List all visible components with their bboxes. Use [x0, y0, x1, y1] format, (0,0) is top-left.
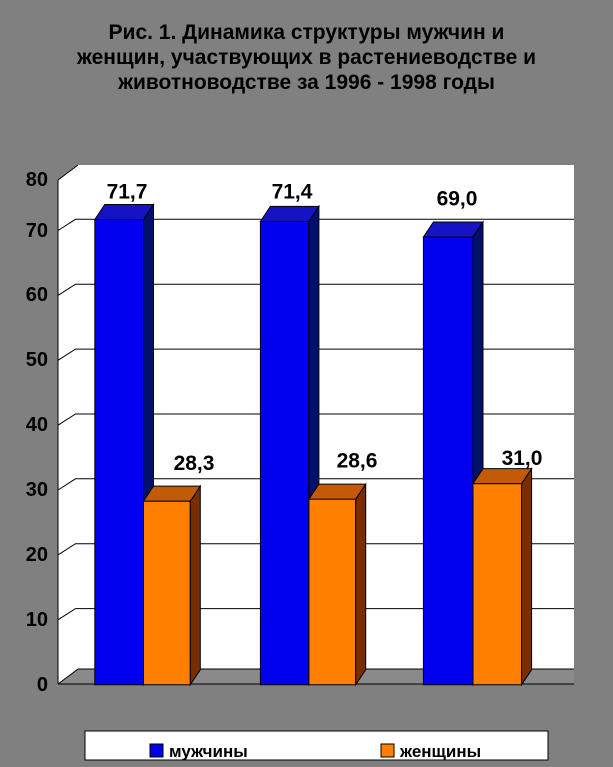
svg-text:71,7: 71,7 [107, 181, 148, 204]
svg-text:мужчины: мужчины [169, 742, 248, 761]
svg-text:10: 10 [26, 609, 48, 631]
svg-text:28,6: 28,6 [337, 450, 378, 473]
svg-text:женщины: женщины [399, 742, 481, 761]
svg-text:20: 20 [26, 544, 48, 566]
svg-text:31,0: 31,0 [502, 447, 543, 470]
svg-text:28,3: 28,3 [174, 452, 215, 475]
svg-text:69,0: 69,0 [437, 188, 478, 211]
svg-text:50: 50 [26, 349, 48, 371]
svg-text:70: 70 [26, 220, 48, 242]
svg-text:60: 60 [26, 284, 48, 306]
svg-text:71,4: 71,4 [272, 181, 313, 204]
svg-text:80: 80 [26, 169, 48, 191]
svg-text:40: 40 [26, 414, 48, 436]
svg-text:0: 0 [37, 674, 48, 696]
svg-text:30: 30 [26, 479, 48, 501]
